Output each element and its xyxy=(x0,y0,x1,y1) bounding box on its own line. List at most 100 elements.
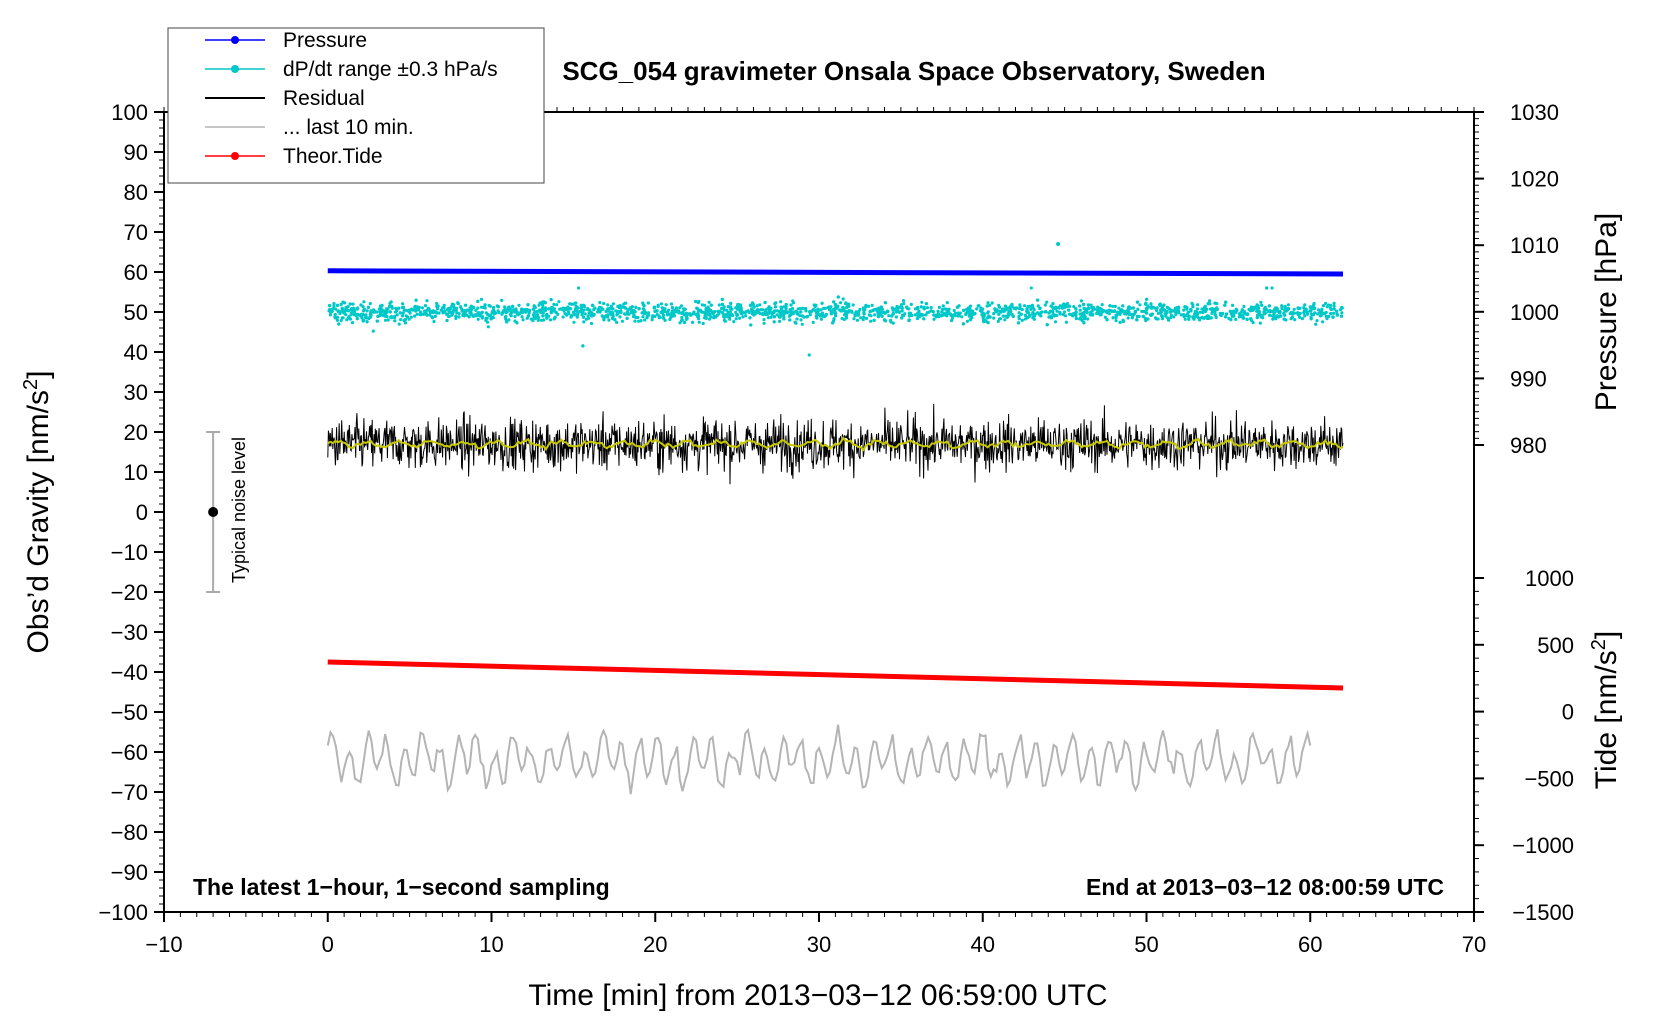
tide-tick-label: −1500 xyxy=(1512,900,1574,925)
dpdt-point xyxy=(557,300,561,304)
dpdt-point xyxy=(568,302,572,306)
dpdt-point xyxy=(1283,313,1287,317)
dpdt-point xyxy=(405,309,409,313)
dpdt-point xyxy=(1052,314,1056,318)
dpdt-point xyxy=(701,321,705,326)
dpdt-point xyxy=(1284,308,1288,313)
dpdt-point xyxy=(779,300,783,304)
dpdt-point xyxy=(1260,303,1264,307)
dpdt-point xyxy=(447,314,451,319)
dpdt-point xyxy=(395,313,399,317)
dpdt-point xyxy=(1020,307,1024,312)
dpdt-point xyxy=(351,311,355,315)
sampling-annotation: The latest 1−hour, 1−second sampling xyxy=(193,874,610,900)
dpdt-point xyxy=(1005,306,1010,310)
dpdt-point xyxy=(788,313,792,318)
dpdt-point xyxy=(726,315,730,319)
dpdt-point xyxy=(1289,317,1293,321)
dpdt-point xyxy=(728,317,732,321)
axes-layer: −10 0 10 20 30 40 50 60 701009080706050403020100… xyxy=(98,100,1574,957)
dpdt-point xyxy=(351,302,355,306)
dpdt-point xyxy=(359,312,363,316)
dpdt-point xyxy=(1272,316,1276,320)
dpdt-point xyxy=(1133,310,1137,314)
dpdt-point xyxy=(580,313,584,317)
dpdt-point xyxy=(1177,311,1181,315)
dpdt-point xyxy=(645,314,649,318)
dpdt-point xyxy=(1067,304,1072,308)
dpdt-point xyxy=(634,315,638,320)
dpdt-point xyxy=(869,319,873,323)
dpdt-point xyxy=(729,305,733,309)
pressure-axis-title: Pressure [hPa] xyxy=(1590,213,1623,411)
dpdt-point xyxy=(448,310,452,314)
dpdt-point xyxy=(834,314,838,318)
dpdt-point xyxy=(829,312,833,316)
dpdt-point xyxy=(1339,314,1344,318)
dpdt-point xyxy=(420,306,424,310)
dpdt-point xyxy=(1201,310,1205,315)
dpdt-point xyxy=(1332,304,1336,308)
dpdt-point xyxy=(669,313,674,317)
dpdt-point xyxy=(612,302,616,306)
dpdt-point xyxy=(403,321,407,325)
dpdt-point xyxy=(728,313,732,317)
dpdt-point xyxy=(1009,304,1013,308)
dpdt-point xyxy=(947,309,951,313)
dpdt-point xyxy=(1283,304,1287,309)
dpdt-point xyxy=(778,310,782,314)
dpdt-point xyxy=(576,313,580,317)
dpdt-point xyxy=(1074,313,1078,317)
x-tick-label: 70 xyxy=(1462,932,1486,957)
dpdt-point xyxy=(962,308,966,312)
dpdt-point xyxy=(414,298,418,302)
dpdt-point xyxy=(1202,305,1206,310)
dpdt-point xyxy=(1165,309,1169,313)
dpdt-point xyxy=(436,307,440,311)
dpdt-point xyxy=(800,322,804,326)
dpdt-point xyxy=(1078,308,1082,312)
dpdt-point xyxy=(937,315,941,319)
dpdt-point xyxy=(511,308,515,312)
dpdt-point xyxy=(1174,310,1178,315)
dpdt-point xyxy=(1311,305,1315,309)
noise-level-label: Typical noise level xyxy=(229,437,249,583)
x-tick-label: 30 xyxy=(807,932,831,957)
dpdt-point xyxy=(833,302,838,307)
left-tick-label: 30 xyxy=(124,380,148,405)
dpdt-point xyxy=(375,319,379,323)
left-tick-label: 0 xyxy=(136,500,148,525)
dpdt-point xyxy=(366,305,370,309)
dpdt-point xyxy=(1144,301,1148,305)
dpdt-point xyxy=(1247,307,1251,312)
dpdt-point xyxy=(1225,312,1229,316)
dpdt-point xyxy=(712,314,717,318)
dpdt-point xyxy=(643,318,647,322)
dpdt-point xyxy=(430,316,435,320)
dpdt-point xyxy=(900,309,904,313)
dpdt-point xyxy=(887,314,891,318)
dpdt-point xyxy=(582,320,586,324)
dpdt-point xyxy=(772,320,776,324)
dpdt-point xyxy=(739,311,743,315)
dpdt-point xyxy=(1078,304,1082,308)
dpdt-point xyxy=(515,310,519,314)
dpdt-point xyxy=(1159,308,1163,312)
legend-label: dP/dt range ±0.3 hPa/s xyxy=(283,58,498,81)
left-tick-label: 10 xyxy=(124,460,148,485)
dpdt-point xyxy=(841,297,845,301)
dpdt-point xyxy=(328,313,332,317)
dpdt-point xyxy=(535,313,540,317)
dpdt-point xyxy=(348,317,352,321)
dpdt-point xyxy=(369,312,373,316)
dpdt-point xyxy=(533,310,537,314)
dpdt-point xyxy=(756,308,760,312)
dpdt-point xyxy=(426,306,430,310)
dpdt-point xyxy=(415,312,419,316)
dpdt-point xyxy=(1251,308,1255,312)
dpdt-point xyxy=(1302,306,1306,310)
dpdt-point xyxy=(720,302,725,306)
dpdt-point xyxy=(1074,316,1078,321)
series-last-10-min-line xyxy=(326,724,1312,795)
dpdt-point xyxy=(574,301,578,305)
